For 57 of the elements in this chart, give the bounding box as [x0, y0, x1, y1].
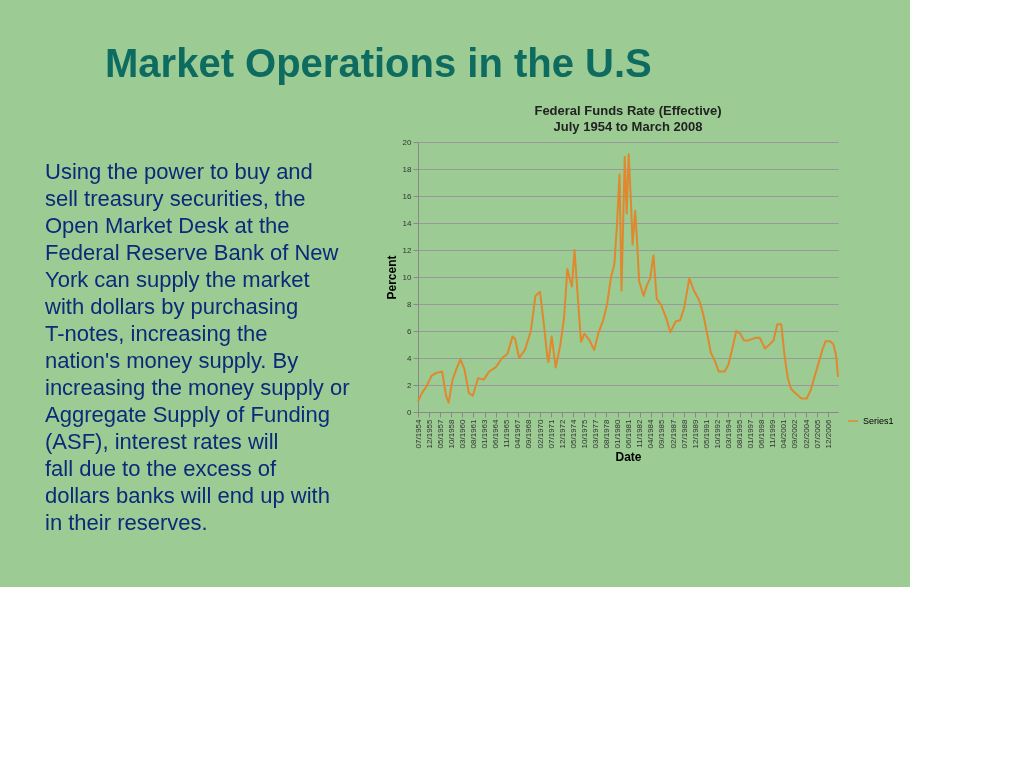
text: Market Operations in the U.S — [105, 41, 652, 85]
x-tick-label: 02/1970 — [535, 418, 545, 449]
x-tick-label: 11/1982 — [635, 418, 645, 448]
y-tick-label: 0 — [407, 407, 413, 417]
x-tick-label: 10/1992 — [712, 418, 722, 449]
x-tick-label: 02/1987 — [668, 418, 678, 449]
x-tick-label: 06/1964 — [491, 418, 501, 449]
x-tick-label: 05/1991 — [701, 418, 711, 449]
x-tick-label: 04/1967 — [513, 418, 523, 449]
x-tick-label: 05/1974 — [568, 418, 578, 449]
x-tick-label: 04/2001 — [779, 418, 789, 449]
x-tick-label: 10/1975 — [579, 418, 589, 449]
y-tick-label: 4 — [407, 353, 413, 363]
x-tick-label: 11/1999 — [768, 418, 778, 448]
x-tick-label: 03/1960 — [457, 418, 467, 449]
y-tick-label: 16 — [402, 191, 413, 201]
x-tick-label: 06/1981 — [624, 418, 634, 449]
x-tick-label: 07/1954 — [413, 418, 423, 449]
x-axis-title: Date — [615, 450, 642, 465]
x-tick-label: 07/1988 — [679, 418, 689, 449]
x-tick-label: 09/1968 — [524, 418, 534, 449]
y-tick-label: 20 — [402, 137, 413, 147]
legend-label: Series1 — [863, 416, 894, 426]
y-tick-label: 12 — [402, 245, 413, 255]
y-tick-label: 2 — [407, 380, 413, 390]
x-tick-label: 06/1998 — [757, 418, 767, 449]
x-tick-label: 07/1971 — [546, 418, 556, 449]
x-tick-label: 03/1994 — [723, 418, 733, 449]
y-tick-label: 10 — [402, 272, 413, 282]
chart-subtitle: July 1954 to March 2008 — [553, 119, 703, 134]
x-tick-label: 11/1965 — [502, 418, 512, 448]
y-tick-label: 8 — [407, 299, 413, 309]
x-tick-label: 12/1955 — [424, 418, 434, 449]
x-tick-label: 05/1957 — [435, 418, 445, 449]
x-tick-label: 12/2006 — [823, 418, 833, 449]
x-tick-label: 02/2004 — [801, 418, 811, 449]
y-tick-label: 14 — [402, 218, 413, 228]
x-tick-label: 04/1984 — [646, 418, 656, 449]
x-tick-label: 08/1995 — [735, 418, 745, 449]
x-tick-label: 08/1961 — [468, 418, 478, 449]
x-tick-label: 01/1980 — [613, 418, 623, 449]
chart-title: Federal Funds Rate (Effective) — [534, 103, 722, 118]
y-axis-title: Percent — [384, 255, 399, 300]
x-tick-label: 12/1989 — [690, 418, 700, 449]
x-tick-label: 08/1978 — [601, 418, 611, 449]
x-tick-label: 07/2005 — [812, 418, 822, 449]
x-tick-label: 01/1963 — [480, 418, 490, 449]
line-series — [417, 153, 839, 404]
y-tick-label: 18 — [402, 164, 413, 174]
x-tick-label: 09/1985 — [657, 418, 667, 449]
x-tick-label: 09/2002 — [790, 418, 800, 449]
y-tick-label: 6 — [407, 326, 413, 336]
text: Using the power to buy and sell treasury securities, the Open Market Desk at the Federal Reserve Bank of New York can supply the market with dollars by purchasing T-notes, increasing the nation's money supply. By increasing the money supply or Aggregate Supply of Funding (ASF), interest rates will fall due to the excess of dollars banks will end up with in their reserves. — [45, 159, 350, 535]
x-tick-label: 12/1972 — [557, 418, 567, 449]
x-tick-label: 03/1977 — [590, 418, 600, 449]
x-tick-label: 10/1958 — [446, 418, 456, 449]
x-tick-label: 01/1997 — [746, 418, 756, 449]
